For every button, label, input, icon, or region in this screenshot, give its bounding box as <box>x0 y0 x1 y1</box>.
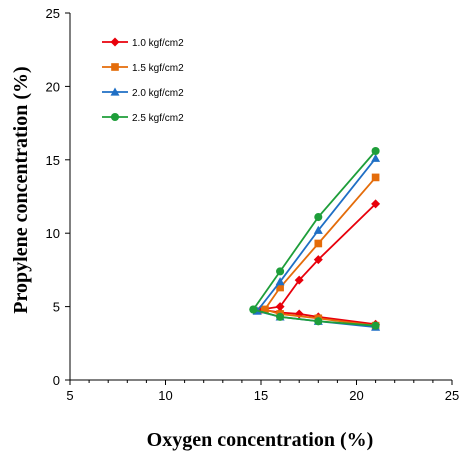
legend-marker <box>110 112 120 122</box>
series-line-upper <box>256 157 377 312</box>
data-point <box>275 302 285 312</box>
data-point <box>314 213 323 222</box>
legend-label: 2.5 kgf/cm2 <box>132 113 184 124</box>
legend-label: 2.0 kgf/cm2 <box>132 88 184 99</box>
legend-label: 1.5 kgf/cm2 <box>132 63 184 74</box>
legend-marker <box>111 63 119 71</box>
data-point <box>275 277 285 286</box>
data-point <box>276 312 285 321</box>
data-point <box>371 199 381 209</box>
y-axis-title: Propylene concentration (%) <box>10 66 32 313</box>
x-tick-label: 10 <box>158 388 172 403</box>
data-point <box>371 146 380 156</box>
data-point <box>314 239 323 248</box>
data-point <box>260 305 269 314</box>
data-point <box>313 225 323 234</box>
data-point <box>294 275 304 285</box>
y-tick-label: 15 <box>46 153 60 168</box>
x-tick-label: 20 <box>349 388 363 403</box>
y-tick-label: 0 <box>53 373 60 388</box>
data-point <box>313 255 323 265</box>
x-tick-label: 5 <box>66 388 73 403</box>
y-tick-label: 25 <box>46 6 60 21</box>
legend-marker <box>110 87 120 96</box>
data-point <box>371 153 381 162</box>
x-tick-label: 25 <box>445 388 459 403</box>
data-point <box>371 321 380 330</box>
data-point <box>371 173 380 182</box>
x-axis-title: Oxygen concentration (%) <box>147 429 374 451</box>
data-point <box>314 317 323 326</box>
legend-label: 1.0 kgf/cm2 <box>132 38 184 49</box>
legend: 1.0 kgf/cm2 1.5 kgf/cm2 2.0 kgf/cm2 2.5 kgf… <box>102 37 184 124</box>
y-tick-label: 10 <box>46 226 60 241</box>
data-point <box>276 283 284 292</box>
series-line-upper <box>264 176 377 311</box>
series-line-lower <box>264 308 376 327</box>
data-point <box>276 267 285 276</box>
series-4 <box>249 146 380 330</box>
series-line-lower <box>253 308 376 327</box>
legend-marker <box>110 37 120 47</box>
data-point <box>249 305 258 314</box>
y-tick-label: 20 <box>46 79 60 94</box>
series-line-upper <box>252 150 377 311</box>
x-tick-label: 15 <box>254 388 268 403</box>
y-tick-label: 5 <box>53 300 60 315</box>
